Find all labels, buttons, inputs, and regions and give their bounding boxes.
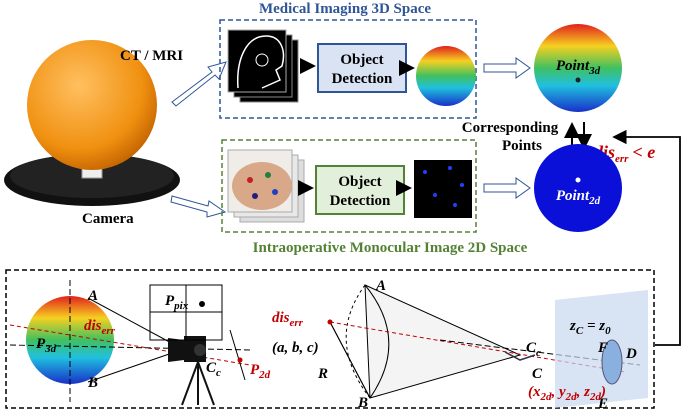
detection-text: Detection — [332, 71, 393, 87]
detection-text: Object — [338, 174, 381, 190]
detection-text: Object — [340, 52, 383, 68]
ct-label: CT / MRI — [120, 48, 183, 64]
arrow — [483, 57, 531, 79]
label: E — [597, 396, 608, 412]
medical-title: Medical Imaging 3D Space — [259, 1, 431, 17]
label: D — [625, 346, 637, 362]
phantom — [4, 40, 180, 206]
label: B — [87, 375, 98, 391]
label: diserr — [272, 310, 304, 329]
label: A — [87, 288, 98, 304]
ct-stack — [227, 29, 299, 103]
label: (a, b, c) — [272, 340, 319, 356]
point — [575, 177, 581, 183]
plane-label: zC = z0 — [569, 318, 611, 337]
detected-image — [414, 160, 472, 218]
label: Cc — [206, 360, 221, 379]
point3d-sphere — [534, 24, 622, 112]
corresponding: Points — [502, 138, 542, 154]
intraop-box — [221, 139, 477, 233]
label: R — [317, 366, 328, 382]
label: A — [375, 278, 386, 294]
label: Ppix — [165, 293, 189, 312]
label: diserr — [84, 318, 116, 337]
label: F — [597, 340, 608, 356]
feedback-line — [612, 129, 681, 346]
arrow — [171, 61, 227, 107]
detection-text: Detection — [330, 193, 391, 209]
intraop-title: Intraoperative Monocular Image 2D Space — [253, 240, 528, 256]
point — [575, 77, 581, 83]
right-scheme — [327, 284, 648, 408]
corresponding: Corresponding — [462, 120, 559, 136]
label: Cc — [526, 340, 541, 359]
label: P3d — [36, 336, 57, 355]
point3d-label: Point3d — [556, 58, 601, 77]
label: C — [532, 366, 543, 382]
arrow — [170, 195, 227, 218]
label: P2d — [250, 362, 271, 381]
bottom-box — [5, 269, 655, 409]
label: B — [357, 395, 368, 411]
arrow — [483, 177, 531, 199]
point2d-circle — [534, 144, 622, 232]
photo-stack — [227, 149, 305, 223]
medical-box — [219, 19, 477, 119]
camera-label: Camera — [82, 211, 134, 227]
point2d-label: Point2d — [556, 188, 601, 207]
detection-box — [317, 43, 407, 93]
model-sphere — [416, 46, 476, 106]
left-scheme — [9, 280, 251, 406]
label: (x2d, y2d, z2d) — [528, 384, 606, 403]
